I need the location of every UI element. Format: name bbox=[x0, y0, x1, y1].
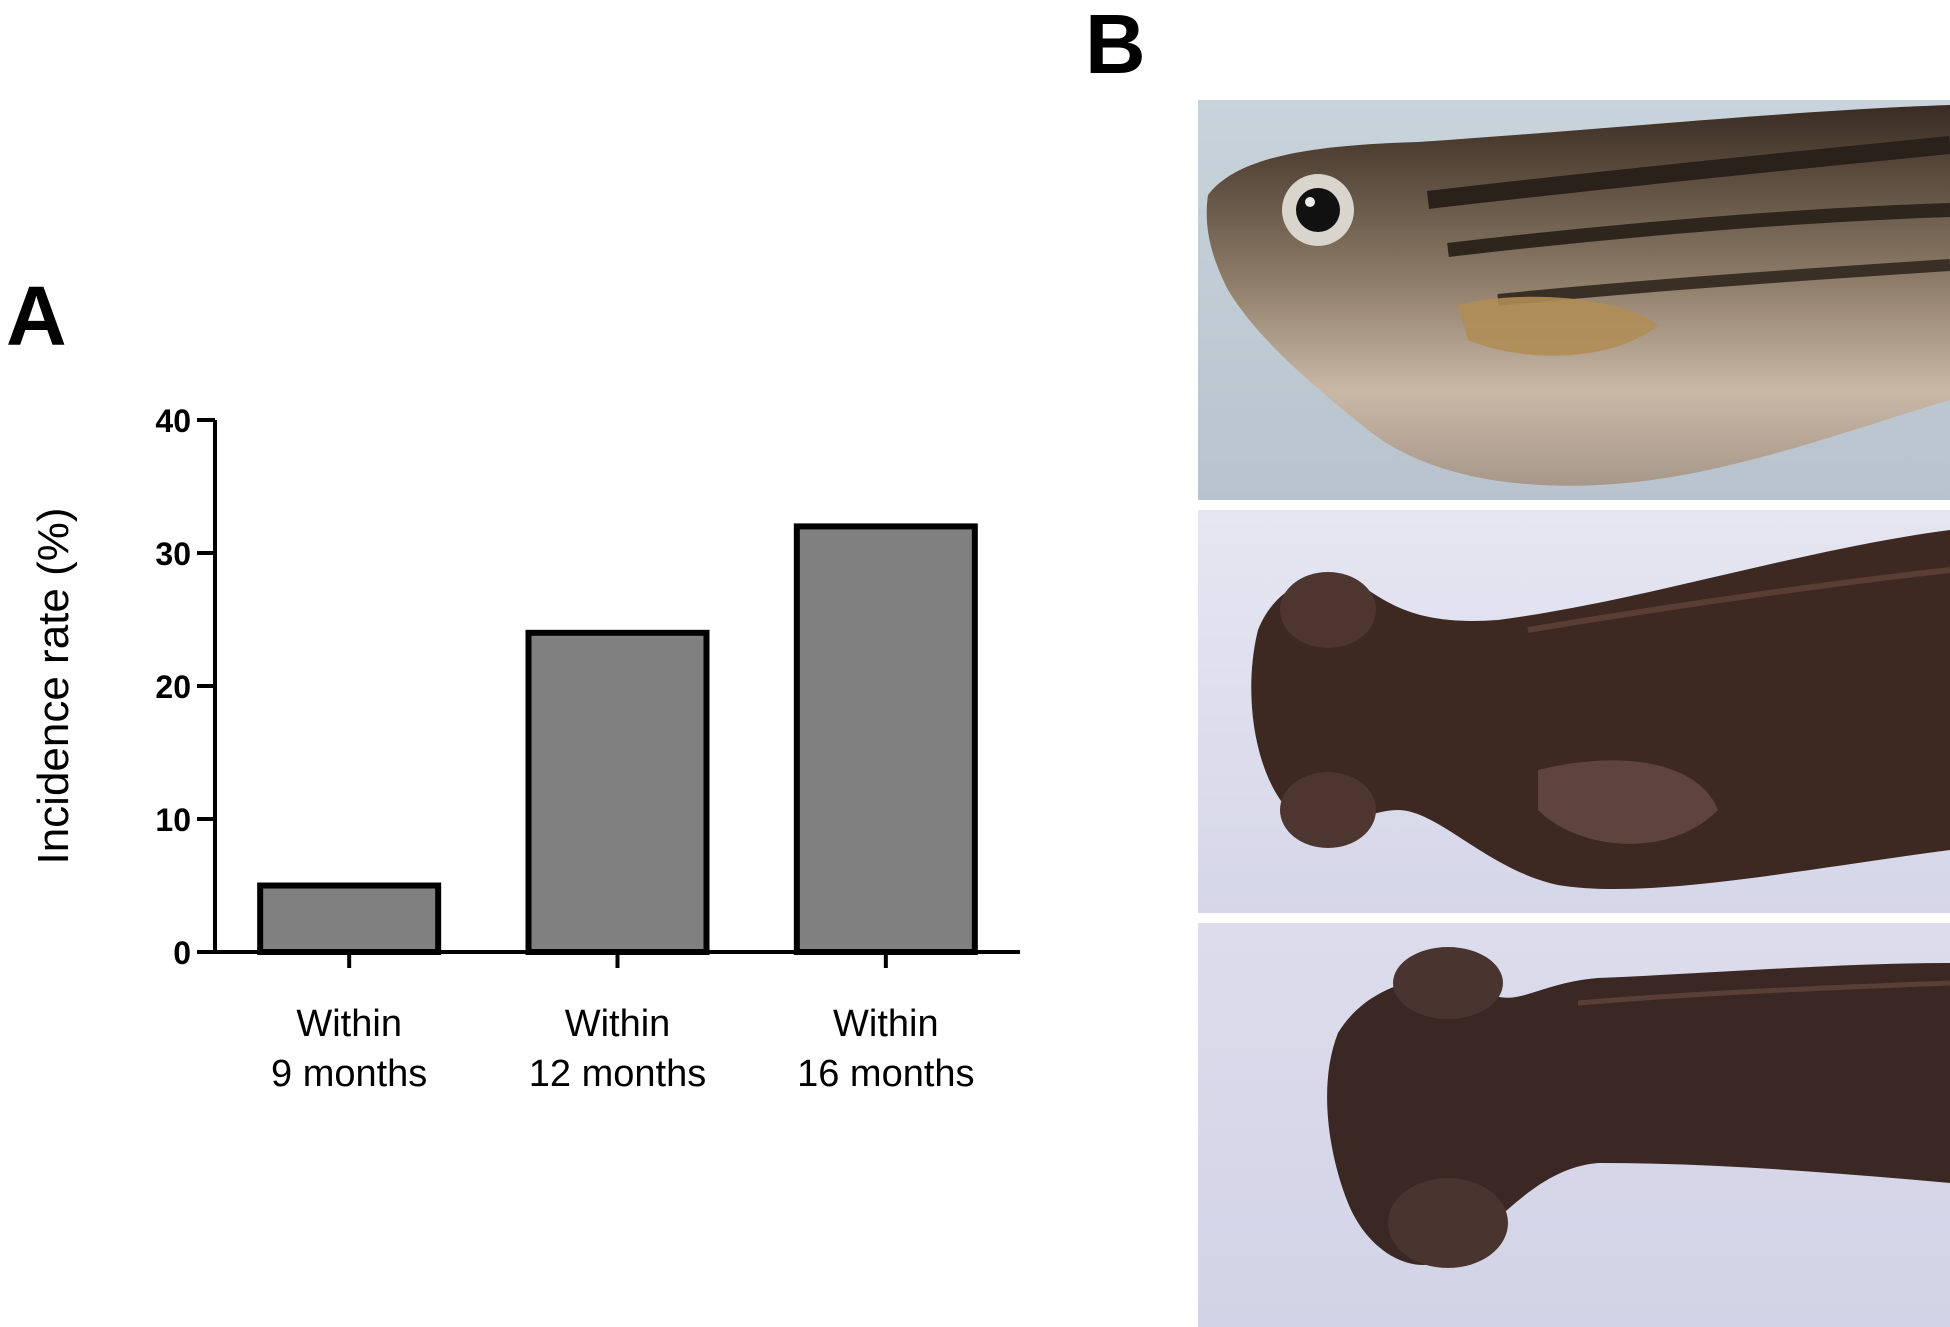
y-axis-title: Incidence rate (%) bbox=[29, 507, 78, 864]
y-tick-label: 30 bbox=[155, 536, 191, 572]
panel-label-a: A bbox=[6, 269, 67, 363]
x-tick-label: Within bbox=[833, 1003, 939, 1045]
panel-label-b: B bbox=[1085, 0, 1146, 91]
x-tick-label: 16 months bbox=[797, 1053, 974, 1095]
bar bbox=[793, 523, 978, 956]
y-tick-label: 40 bbox=[155, 403, 191, 439]
zebrafish-dorsal-photo-2 bbox=[1198, 923, 1950, 1327]
y-tick-label: 20 bbox=[155, 669, 191, 705]
x-tick-label: Within bbox=[296, 1003, 402, 1045]
y-tick-label: 10 bbox=[155, 802, 191, 838]
bar bbox=[257, 882, 442, 955]
zebrafish-lateral-photo bbox=[1198, 100, 1950, 500]
bar-chart: 0 10 20 30 40 Incidence rate (%) Within 9 month… bbox=[29, 403, 1020, 1095]
x-tick-label: 9 months bbox=[271, 1053, 427, 1095]
x-tick-label: Within bbox=[565, 1003, 671, 1045]
bar bbox=[525, 629, 710, 955]
y-tick-label: 0 bbox=[173, 935, 191, 971]
zebrafish-dorsal-photo-1 bbox=[1198, 510, 1950, 913]
x-tick-label: 12 months bbox=[529, 1053, 706, 1095]
